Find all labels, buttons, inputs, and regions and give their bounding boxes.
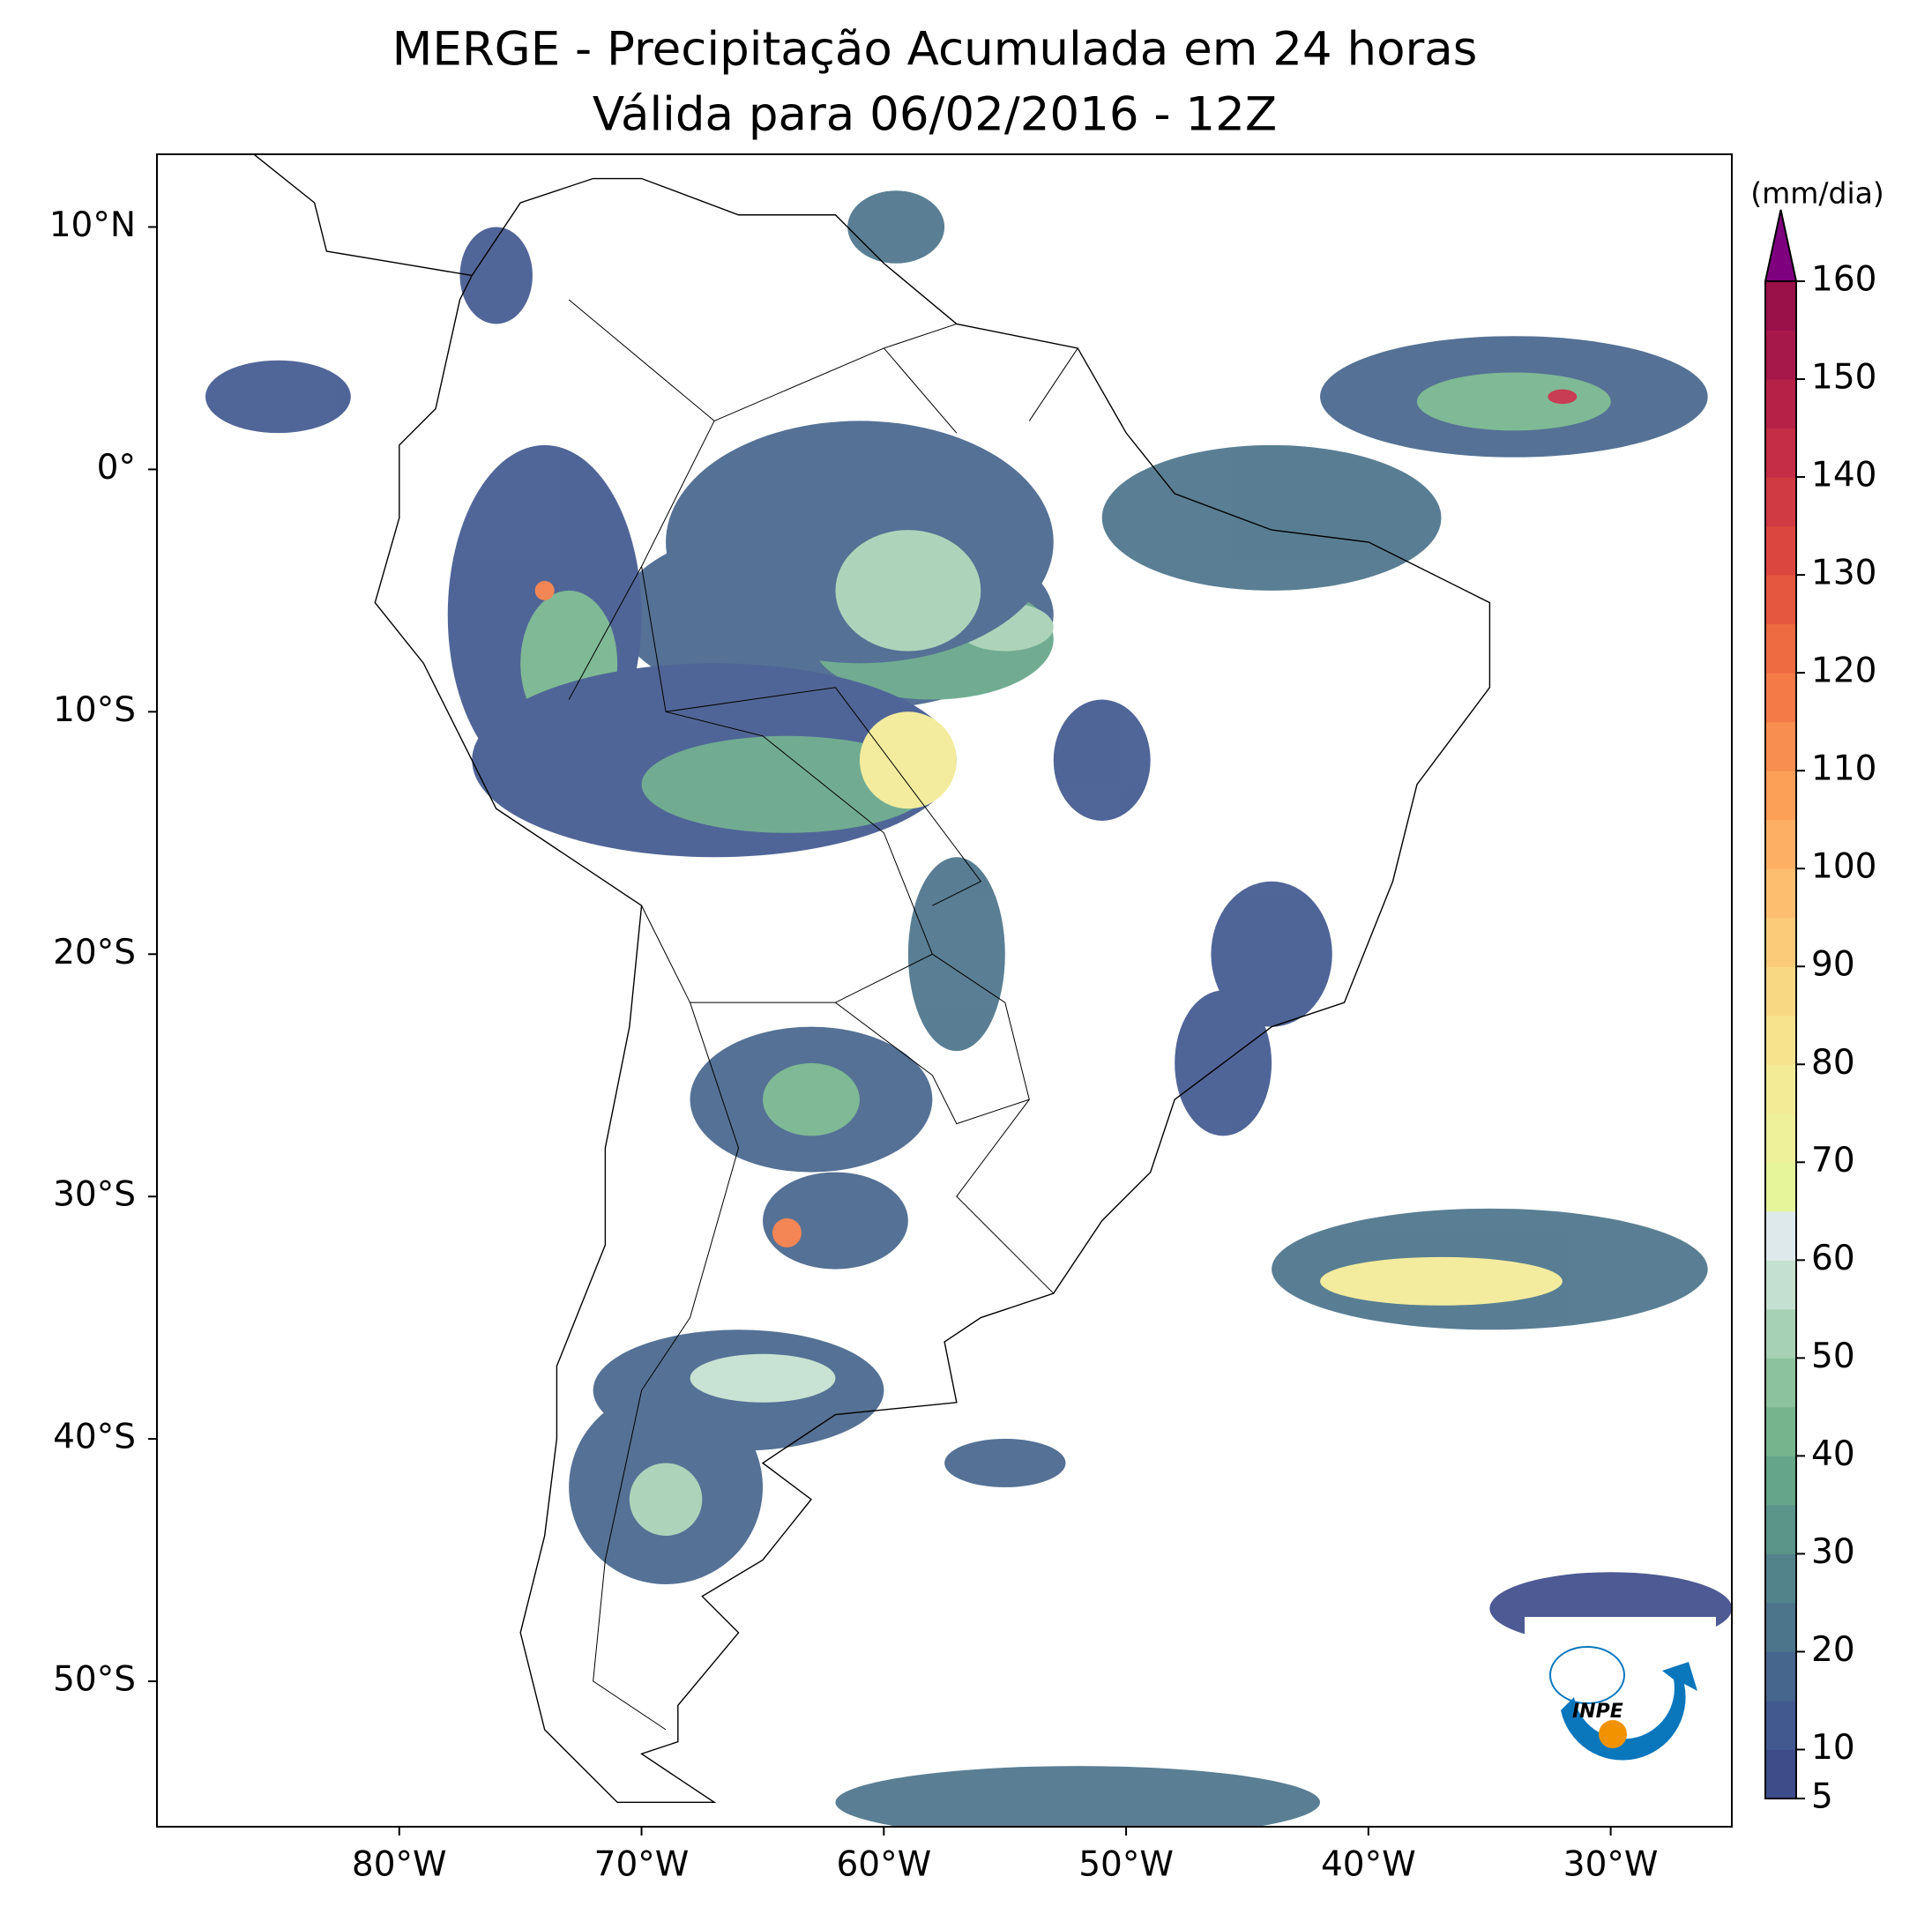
y-tick-label: 0° <box>97 448 136 488</box>
coastline <box>254 154 1489 1802</box>
color-band <box>1765 1064 1796 1114</box>
colorbar-tick-label: 70 <box>1811 1141 1855 1180</box>
colorbar-tick-label: 60 <box>1811 1239 1855 1278</box>
logo-arrow <box>1561 1662 1697 1761</box>
color-band <box>1765 330 1796 380</box>
color-band <box>1765 477 1796 527</box>
color-band <box>1765 819 1796 869</box>
color-band <box>1765 1358 1796 1408</box>
y-tick-label: 10°S <box>53 690 136 730</box>
colorbar-tick-label: 10 <box>1811 1728 1855 1768</box>
title: MERGE - Precipitação Acumulada em 24 hor… <box>392 23 1478 77</box>
color-band <box>1765 721 1796 771</box>
logo-orbit <box>1549 1646 1625 1704</box>
colorbar-tick-label: 110 <box>1811 749 1876 789</box>
y-tick-label: 50°S <box>53 1660 136 1700</box>
colorbar-tick-label: 30 <box>1811 1532 1855 1572</box>
geo-layer <box>205 154 1732 1827</box>
color-band <box>1765 868 1796 919</box>
color-band <box>1765 771 1796 821</box>
color-band <box>1765 1406 1796 1456</box>
x-tick-label: 40°W <box>1321 1845 1416 1885</box>
colorbar-tick-label: 80 <box>1811 1043 1855 1083</box>
colorbar-tick-label: 90 <box>1811 945 1855 985</box>
color-band <box>1765 1015 1796 1065</box>
colorbar-extend <box>1764 209 1798 282</box>
colorbar-tick-label: 5 <box>1811 1777 1833 1817</box>
colorbar-tick-label: 150 <box>1811 358 1876 398</box>
colorbar-tick-label: 140 <box>1811 456 1876 495</box>
x-tick-label: 80°W <box>352 1845 447 1885</box>
color-band <box>1765 966 1796 1017</box>
color-band <box>1765 1162 1796 1212</box>
colorbar-frame <box>1764 280 1797 1799</box>
precipitation <box>205 190 1732 1827</box>
x-tick-label: 50°W <box>1078 1845 1174 1885</box>
colorbar-tick-label: 130 <box>1811 554 1876 593</box>
color-band <box>1765 1651 1796 1702</box>
y-tick-label: 10°N <box>49 205 136 245</box>
color-band <box>1765 1749 1796 1799</box>
logo-text: INPE <box>1572 1701 1623 1723</box>
color-band <box>1765 1210 1796 1261</box>
color-band <box>1765 379 1796 429</box>
color-band <box>1765 1113 1796 1163</box>
color-band <box>1765 1553 1796 1604</box>
color-band <box>1765 1700 1796 1750</box>
colorbar-tick-label: 160 <box>1811 260 1876 300</box>
subtitle: Válida para 06/02/2016 - 12Z <box>593 88 1277 142</box>
dynamic-layer: 80°W 70°W 60°W 50°W 40°W 30°W 10°N 0° 10°S 20°S 30… <box>49 205 1877 1885</box>
x-tick-label: 30°W <box>1563 1845 1659 1885</box>
color-band <box>1765 1308 1796 1359</box>
colorbar-tick-label: 100 <box>1811 847 1876 887</box>
color-band <box>1765 525 1796 576</box>
y-tick-label: 20°S <box>53 933 136 972</box>
map-area: INPE <box>205 154 1732 1827</box>
color-band <box>1765 1602 1796 1652</box>
color-band <box>1765 673 1796 723</box>
color-band <box>1765 917 1796 967</box>
colorbar-tick-label: 120 <box>1811 652 1876 691</box>
y-tick-label: 30°S <box>53 1175 136 1215</box>
colorbar-tick-label: 40 <box>1811 1434 1855 1474</box>
y-tick-label: 40°S <box>53 1418 136 1457</box>
color-band <box>1765 575 1796 625</box>
logo-sun <box>1599 1720 1627 1748</box>
x-tick-label: 60°W <box>836 1845 931 1885</box>
colorbar-tick-label: 50 <box>1811 1337 1855 1376</box>
x-tick-label: 70°W <box>594 1845 690 1885</box>
colorbar-tick-label: 20 <box>1811 1630 1855 1670</box>
borders <box>569 300 1078 1730</box>
color-band <box>1765 623 1796 674</box>
color-band <box>1765 428 1796 478</box>
color-band <box>1765 1504 1796 1554</box>
color-band <box>1765 1456 1796 1506</box>
map-frame <box>156 153 1733 1828</box>
color-band <box>1765 1260 1796 1310</box>
colorbar-unit: (mm/dia) <box>1750 176 1884 211</box>
color-band <box>1765 281 1796 331</box>
